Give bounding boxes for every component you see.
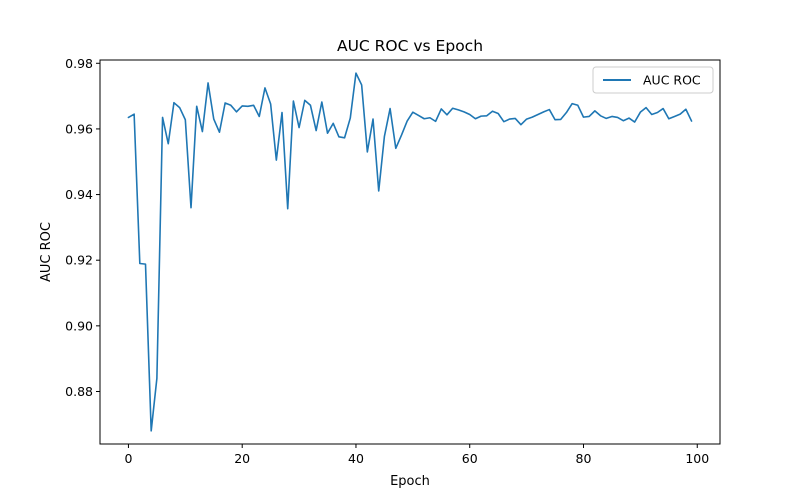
y-tick-label: 0.90 (65, 318, 93, 333)
axes-frame (99, 59, 721, 445)
x-tick-label: 20 (234, 451, 250, 466)
x-tick-label: 60 (462, 451, 478, 466)
x-tick-label: 80 (576, 451, 592, 466)
legend-label: AUC ROC (643, 73, 701, 88)
y-tick-label: 0.88 (65, 384, 93, 399)
y-tick-label: 0.94 (65, 187, 93, 202)
chart-title: AUC ROC vs Epoch (337, 37, 483, 55)
y-tick-label: 0.98 (65, 56, 93, 71)
y-axis: 0.88 0.90 0.92 0.94 0.96 0.98 (65, 56, 100, 399)
series-layer (127, 72, 693, 432)
x-tick-label: 0 (124, 451, 132, 466)
x-axis-label: Epoch (390, 474, 430, 489)
plot-area: 0 20 40 60 80 100 0.88 0.90 0.92 0.94 0.96 0.98 (65, 56, 721, 466)
y-tick-label: 0.96 (65, 121, 93, 136)
legend-box (592, 66, 714, 94)
series-line (127, 72, 693, 432)
legend: AUC ROC (592, 66, 714, 94)
y-tick-label: 0.92 (65, 253, 93, 268)
y-axis-label: AUC ROC (39, 222, 54, 282)
x-axis: 0 20 40 60 80 100 (124, 444, 709, 466)
x-tick-label: 40 (348, 451, 364, 466)
x-tick-label: 100 (685, 451, 709, 466)
